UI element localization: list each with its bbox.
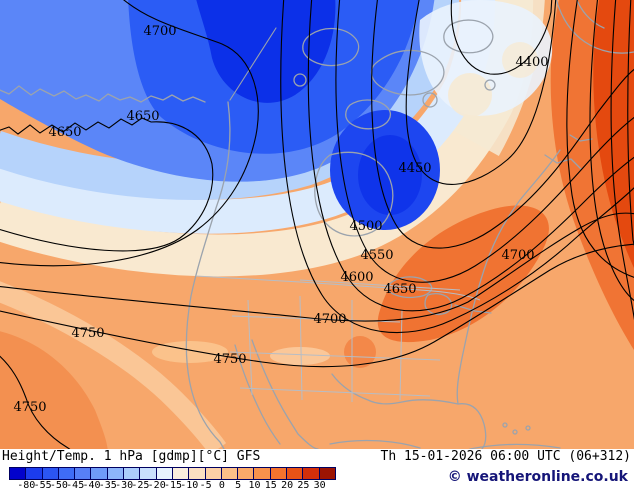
map-title: Height/Temp. 1 hPa [gdmp][°C] GFS <box>2 449 261 464</box>
contour-label: 4600 <box>340 270 373 285</box>
map-canvas: 4700 4650 4650 4400 4450 4500 4550 4600 4650 4700… <box>0 0 634 449</box>
contour-label: 4700 <box>501 248 534 263</box>
color-scale-tick: 15 <box>264 480 277 490</box>
coastlines-layer <box>0 0 634 449</box>
color-scale-tick: 0 <box>218 480 225 490</box>
height-contours <box>0 0 634 449</box>
color-scale-tick: -20 <box>147 480 166 490</box>
color-scale-tick: -5 <box>199 480 212 490</box>
color-scale-cell <box>58 468 76 479</box>
color-scale-tick: -10 <box>180 480 199 490</box>
weather-map: 4700 4650 4650 4400 4450 4500 4550 4600 4650 4700… <box>0 0 634 449</box>
copyright: © weatheronline.co.uk <box>447 469 628 485</box>
color-scale-tick: -80 <box>17 480 36 490</box>
color-scale-cell <box>221 468 239 479</box>
color-scale-tick: -50 <box>49 480 68 490</box>
color-scale-tick: -30 <box>115 480 134 490</box>
color-scale-cell <box>287 468 304 479</box>
color-scale-tick: -45 <box>66 480 85 490</box>
contour-label: 4650 <box>383 282 416 297</box>
contour-label: 4700 <box>313 312 346 327</box>
color-scale-cell <box>42 468 59 479</box>
contour-label: 4650 <box>48 125 81 140</box>
color-scale-tick: -55 <box>33 480 52 490</box>
contour-label: 4400 <box>515 55 548 70</box>
contour-label: 4700 <box>143 24 176 39</box>
color-scale-tick: -40 <box>82 480 101 490</box>
color-scale-cell <box>172 468 190 479</box>
color-scale-tick: 30 <box>313 480 326 490</box>
color-scale-cell <box>75 468 92 479</box>
color-scale-ticks: -80 -55 -50 -45 -40 -35 -30 -25 -20 -15 -10 -5 0 5 10 1… <box>10 481 340 490</box>
color-scale-cell <box>26 468 43 479</box>
color-scale-tick: 5 <box>235 480 242 490</box>
contour-label: 4750 <box>213 352 246 367</box>
color-scale-cell <box>140 468 157 479</box>
map-datetime: Th 15-01-2026 06:00 UTC (06+312) <box>380 449 631 464</box>
color-scale <box>9 467 336 480</box>
color-scale-tick: -15 <box>163 480 183 490</box>
color-scale-cell <box>270 468 288 479</box>
color-scale-cell <box>303 468 320 479</box>
color-scale-cell <box>254 468 271 479</box>
color-scale-tick: 10 <box>248 480 261 490</box>
contour-label: 4750 <box>71 326 104 341</box>
color-scale-cell <box>238 468 255 479</box>
color-scale-cell <box>107 468 125 479</box>
contour-labels: 4700 4650 4650 4400 4450 4500 4550 4600 4650 4700… <box>13 24 548 415</box>
color-scale-tick: 25 <box>297 480 310 490</box>
contour-label: 4750 <box>13 400 46 415</box>
contour-label: 4550 <box>360 248 393 263</box>
contour-label: 4500 <box>349 219 382 234</box>
temperature-shading <box>0 0 634 449</box>
color-scale-tick: 20 <box>281 480 294 490</box>
contour-label: 4450 <box>398 161 431 176</box>
color-scale-cell <box>319 468 335 479</box>
color-scale-cell <box>124 468 141 479</box>
color-scale-tick: -35 <box>98 480 117 490</box>
color-scale-tick: -25 <box>131 480 150 490</box>
color-scale-cell <box>156 468 173 479</box>
legend-bar: Height/Temp. 1 hPa [gdmp][°C] GFS Th 15-… <box>0 449 634 490</box>
color-scale-cell <box>189 468 206 479</box>
color-scale-cell <box>205 468 222 479</box>
contour-label: 4650 <box>126 109 159 124</box>
color-scale-cell <box>10 468 27 479</box>
color-scale-cell <box>91 468 108 479</box>
